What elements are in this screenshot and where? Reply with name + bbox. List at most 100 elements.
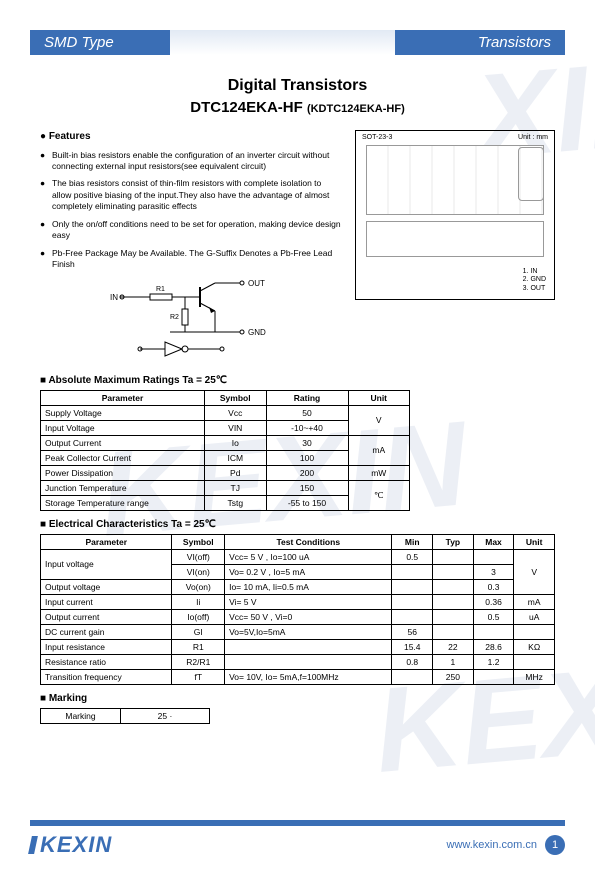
pkg-pin: 3. OUT: [523, 285, 546, 293]
header-bar: SMD Type Transistors: [30, 30, 565, 55]
ec-cell: Io(off): [172, 609, 225, 624]
brand-text: KEXIN: [40, 832, 112, 857]
amr-cell: TJ: [205, 480, 267, 495]
ec-cell: [392, 564, 433, 579]
ec-cell: 28.6: [473, 639, 514, 654]
ec-cell: R1: [172, 639, 225, 654]
amr-table: Parameter Symbol Rating Unit Supply Volt…: [40, 390, 410, 511]
page-title: Digital Transistors: [40, 77, 555, 95]
ec-cell: Resistance ratio: [41, 654, 172, 669]
amr-cell: Tstg: [205, 495, 267, 510]
ec-cell: fT: [172, 669, 225, 684]
pkg-unit-label: Unit : mm: [518, 134, 548, 141]
header-gap: [170, 30, 395, 55]
ec-cell: Vcc= 50 V , Vi=0: [225, 609, 392, 624]
amr-cell: Junction Temperature: [41, 480, 205, 495]
content: Digital Transistors DTC124EKA-HF (KDTC12…: [0, 55, 595, 724]
pkg-bottom-view: [366, 221, 544, 257]
features-heading: ● Features: [40, 130, 341, 144]
circuit-in-label: IN: [110, 293, 118, 302]
ec-cell: Ii: [172, 594, 225, 609]
ec-cell: 250: [433, 669, 474, 684]
marking-head: Marking: [41, 708, 121, 723]
ec-cell: [433, 624, 474, 639]
amr-cell: V: [348, 405, 410, 435]
circuit-r1-label: R1: [156, 286, 165, 293]
page-number: 1: [545, 835, 565, 855]
amr-cell: 200: [266, 465, 348, 480]
ec-cell: Input current: [41, 594, 172, 609]
marking-value: 25 ·: [121, 708, 210, 723]
amr-cell: -55 to 150: [266, 495, 348, 510]
amr-cell: 30: [266, 435, 348, 450]
feature-item: Pb-Free Package May be Available. The G-…: [40, 248, 341, 271]
amr-cell: VIN: [205, 420, 267, 435]
ec-head: Typ: [433, 534, 474, 549]
ec-cell: Vcc= 5 V , Io=100 uA: [225, 549, 392, 564]
ec-cell: mA: [514, 594, 555, 609]
amr-cell: Vcc: [205, 405, 267, 420]
part-number: DTC124EKA-HF (KDTC124EKA-HF): [40, 99, 555, 116]
ec-cell: 22: [433, 639, 474, 654]
section-title-marking: Marking: [40, 693, 555, 704]
ec-cell: [514, 654, 555, 669]
ec-cell: [392, 609, 433, 624]
ec-head: Max: [473, 534, 514, 549]
part-alt: (KDTC124EKA-HF): [307, 103, 405, 115]
amr-cell: ℃: [348, 480, 410, 510]
amr-cell: mA: [348, 435, 410, 465]
ec-cell: Output voltage: [41, 579, 172, 594]
section-title-amr: Absolute Maximum Ratings Ta = 25℃: [40, 375, 555, 386]
ec-cell: DC current gain: [41, 624, 172, 639]
ec-cell: Transition frequency: [41, 669, 172, 684]
pkg-type-label: SOT-23-3: [362, 134, 392, 141]
ec-cell: 1: [433, 654, 474, 669]
ec-cell: Output current: [41, 609, 172, 624]
features-list: Built-in bias resistors enable the confi…: [40, 150, 341, 271]
header-right: Transistors: [395, 30, 565, 55]
amr-head: Parameter: [41, 390, 205, 405]
ec-cell: [514, 624, 555, 639]
ec-cell: 56: [392, 624, 433, 639]
ec-head: Min: [392, 534, 433, 549]
pkg-pin: 2. GND: [523, 276, 546, 284]
footer-url: www.kexin.com.cn: [447, 839, 537, 851]
ec-cell: [392, 579, 433, 594]
package-outline: SOT-23-3 Unit : mm 1. IN 2. GND 3. OUT: [355, 130, 555, 300]
features-block: ● Features Built-in bias resistors enabl…: [40, 130, 341, 367]
ec-cell: [433, 564, 474, 579]
ec-cell: 0.8: [392, 654, 433, 669]
ec-cell: [225, 654, 392, 669]
ec-cell: Io= 10 mA, Ii=0.5 mA: [225, 579, 392, 594]
header-left: SMD Type: [30, 30, 170, 55]
amr-cell: Power Dissipation: [41, 465, 205, 480]
ec-cell: 15.4: [392, 639, 433, 654]
ec-cell: 3: [473, 564, 514, 579]
ec-cell: 0.5: [392, 549, 433, 564]
amr-cell: Supply Voltage: [41, 405, 205, 420]
amr-head: Symbol: [205, 390, 267, 405]
brand-logo: KEXIN: [30, 832, 112, 858]
amr-cell: Storage Temperature range: [41, 495, 205, 510]
amr-cell: Peak Collector Current: [41, 450, 205, 465]
ec-cell: KΩ: [514, 639, 555, 654]
amr-cell: Output Current: [41, 435, 205, 450]
ec-cell: R2/R1: [172, 654, 225, 669]
ec-cell: GI: [172, 624, 225, 639]
amr-cell: 150: [266, 480, 348, 495]
pkg-pin-list: 1. IN 2. GND 3. OUT: [523, 268, 546, 293]
amr-cell: 50: [266, 405, 348, 420]
ec-cell: 0.3: [473, 579, 514, 594]
amr-cell: Pd: [205, 465, 267, 480]
ec-cell: [433, 609, 474, 624]
section-title-ec: Electrical Characteristics Ta = 25℃: [40, 519, 555, 530]
ec-cell: Vi= 5 V: [225, 594, 392, 609]
ec-cell: MHz: [514, 669, 555, 684]
ec-cell: Vo= 10V, Io= 5mA,f=100MHz: [225, 669, 392, 684]
feature-item: Only the on/off conditions need to be se…: [40, 219, 341, 242]
ec-cell: uA: [514, 609, 555, 624]
equivalent-circuit: IN R1 R2 OUT: [110, 277, 300, 357]
ec-cell: [473, 549, 514, 564]
features-heading-text: Features: [49, 131, 91, 142]
ec-cell: 1.2: [473, 654, 514, 669]
